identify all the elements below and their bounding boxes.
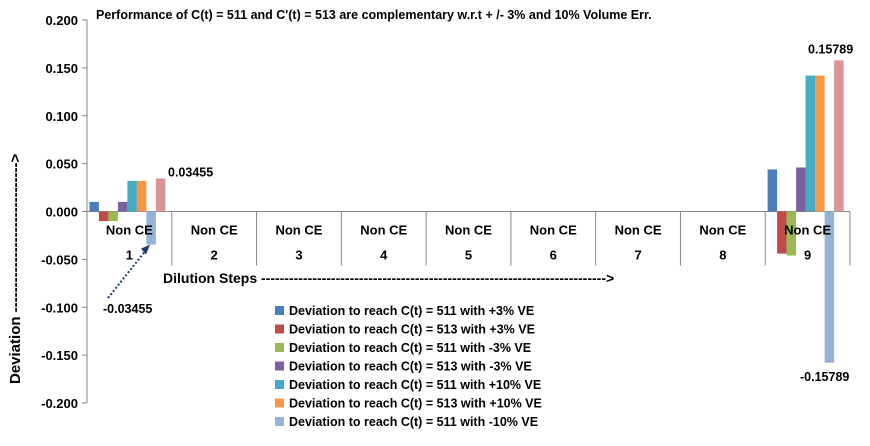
legend-entry: Deviation to reach C(t) = 511 with -10% … bbox=[289, 415, 538, 429]
bar-s2-c0 bbox=[108, 211, 118, 222]
bar-s4-c0 bbox=[127, 180, 137, 212]
category-tag-label: Non CE bbox=[445, 223, 492, 238]
y-tick-label: 0.200 bbox=[45, 13, 78, 28]
category-label: 7 bbox=[634, 248, 641, 263]
bar-s3-c0 bbox=[117, 201, 128, 212]
category-label: 9 bbox=[804, 248, 811, 263]
bar-s7-c0 bbox=[155, 178, 166, 212]
category-tag-label: Non CE bbox=[615, 223, 662, 238]
chart-title: Performance of C(t) = 511 and C'(t) = 51… bbox=[96, 8, 652, 22]
data-label-pos9: 0.15789 bbox=[808, 42, 853, 56]
legend-entry: Deviation to reach C(t) = 513 with +10% … bbox=[289, 397, 542, 411]
category-label: 8 bbox=[719, 248, 726, 263]
axes bbox=[82, 19, 851, 404]
bar-s7-c8 bbox=[834, 60, 844, 212]
bar-s3-c8 bbox=[796, 167, 806, 212]
data-label-pos1: 0.03455 bbox=[168, 165, 213, 179]
bar-s0-c8 bbox=[767, 169, 778, 212]
y-tick-label: -0.150 bbox=[41, 348, 78, 363]
data-label-neg1: -0.03455 bbox=[103, 302, 152, 316]
bar-s0-c0 bbox=[89, 201, 99, 212]
category-label: 6 bbox=[550, 248, 557, 263]
bar-s1-c0 bbox=[98, 211, 109, 222]
bars bbox=[89, 60, 844, 363]
y-tick-label: -0.200 bbox=[41, 396, 78, 411]
category-tag-label: Non CE bbox=[530, 223, 577, 238]
bar-s2-c8 bbox=[786, 211, 797, 256]
y-axis-label: Deviation ------------------------------… bbox=[7, 153, 24, 384]
y-tick-label: 0.050 bbox=[45, 157, 78, 172]
legend-entry: Deviation to reach C(t) = 513 with +3% V… bbox=[289, 323, 535, 337]
data-label-neg9: -0.15789 bbox=[800, 370, 849, 384]
category-tag-label: Non CE bbox=[784, 223, 831, 238]
bar-s6-c8 bbox=[824, 211, 835, 363]
legend-entry: Deviation to reach C(t) = 511 with +10% … bbox=[289, 378, 541, 392]
category-label: 1 bbox=[126, 248, 133, 263]
category-label: 2 bbox=[211, 248, 218, 263]
legend-swatch bbox=[275, 324, 284, 334]
category-tag-label: Non CE bbox=[275, 223, 322, 238]
category-tag-label: Non CE bbox=[699, 223, 746, 238]
bar-s6-c0 bbox=[146, 211, 156, 245]
legend-swatch bbox=[275, 361, 284, 371]
bar-s4-c8 bbox=[805, 75, 816, 212]
category-label: 4 bbox=[380, 248, 388, 263]
y-tick-label: 0.100 bbox=[45, 109, 78, 124]
category-tag-label: Non CE bbox=[106, 223, 153, 238]
bar-s5-c0 bbox=[136, 180, 147, 212]
legend-swatch bbox=[275, 380, 284, 389]
legend: Deviation to reach C(t) = 511 with +3% V… bbox=[275, 304, 542, 429]
legend-swatch bbox=[275, 398, 284, 408]
category-label: 5 bbox=[465, 248, 472, 263]
bar-s5-c8 bbox=[815, 75, 825, 212]
category-tag-label: Non CE bbox=[360, 223, 407, 238]
y-tick-label: 0.150 bbox=[45, 61, 78, 76]
category-tag-label: Non CE bbox=[191, 223, 238, 238]
legend-entry: Deviation to reach C(t) = 511 with +3% V… bbox=[289, 304, 534, 318]
legend-swatch bbox=[275, 306, 284, 315]
annotation-arrowhead bbox=[141, 244, 150, 255]
x-axis-label: Dilution Steps -------------------------… bbox=[163, 270, 614, 286]
legend-entry: Deviation to reach C(t) = 513 with -3% V… bbox=[289, 360, 532, 374]
legend-entry: Deviation to reach C(t) = 511 with -3% V… bbox=[289, 341, 531, 355]
bar-s1-c8 bbox=[777, 211, 787, 254]
y-tick-label: -0.050 bbox=[41, 252, 78, 267]
y-tick-label: 0.000 bbox=[45, 205, 78, 220]
y-tick-label: -0.100 bbox=[41, 300, 78, 315]
category-label: 3 bbox=[295, 248, 302, 263]
annotation-arrow bbox=[107, 246, 149, 299]
legend-swatch bbox=[275, 417, 284, 426]
labels: Performance of C(t) = 511 and C'(t) = 51… bbox=[7, 8, 853, 411]
legend-swatch bbox=[275, 343, 284, 352]
